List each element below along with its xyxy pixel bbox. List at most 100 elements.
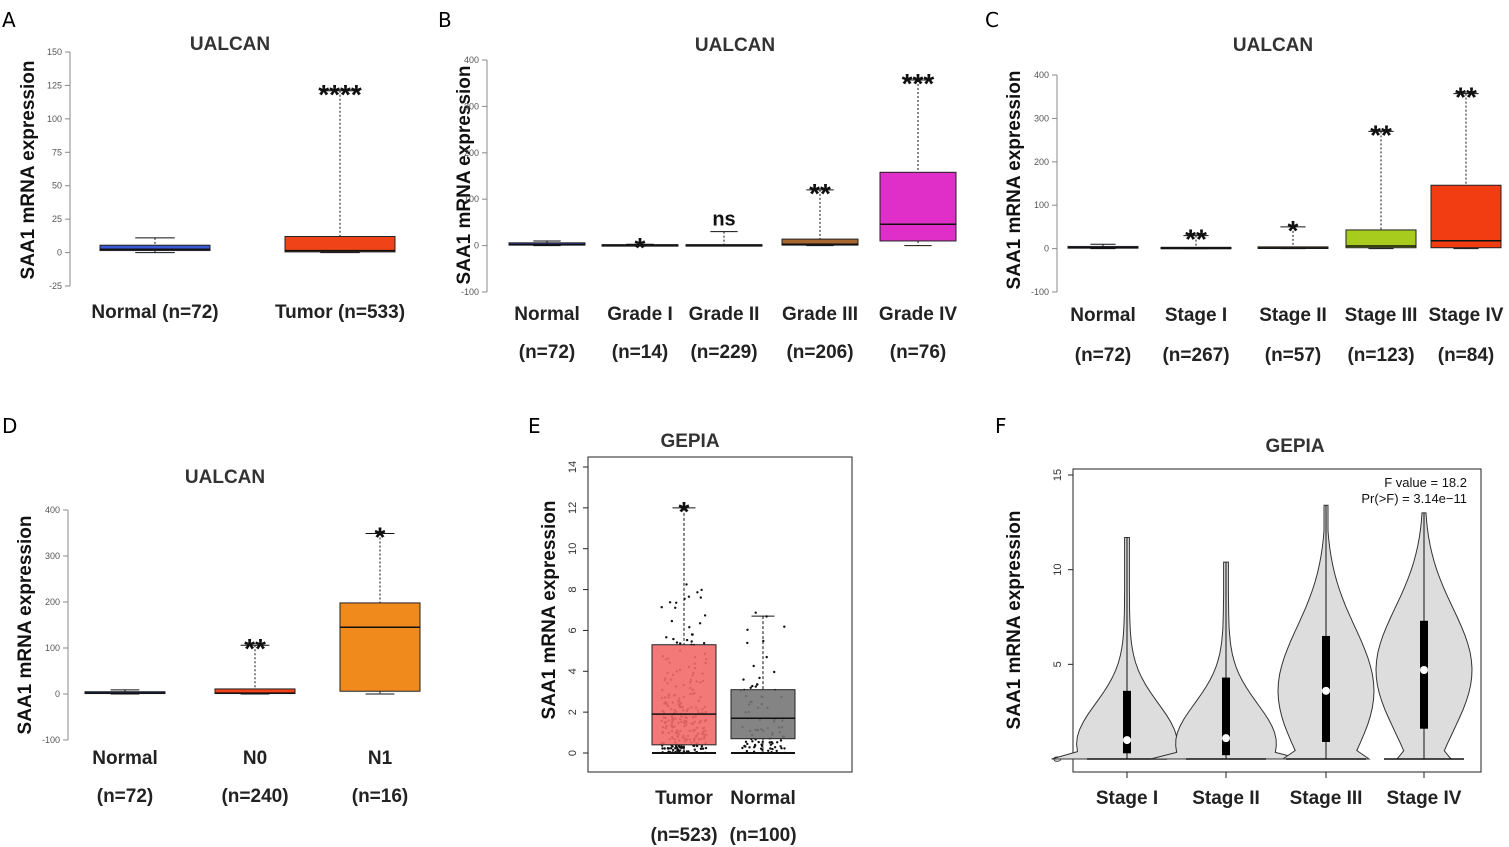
y-tick-label: 400 [45,505,60,515]
y-tick-label: 8 [567,587,579,593]
significance-marker: *** [902,68,935,99]
data-point [754,685,757,688]
data-point [688,626,691,629]
x-sample-count: (n=523) [650,825,717,846]
panel-label-f: F [995,414,1007,438]
y-axis-label: SAA1 mRNA expression [1004,71,1025,290]
significance-marker: ** [1455,82,1477,113]
y-tick-label: -100 [1031,287,1049,297]
f-value-annotation: F value = 18.2 [1384,475,1467,490]
data-point [675,641,679,644]
y-tick-label: 0 [57,248,62,258]
data-point [754,611,757,614]
data-point [682,746,685,750]
significance-marker: ** [1185,224,1207,255]
significance-marker: * [635,232,646,263]
p-value-annotation: Pr(>F) = 3.14e−11 [1361,491,1467,506]
chart-title: GEPIA [660,431,719,452]
data-point [765,655,768,659]
data-point [748,746,751,749]
data-point [761,748,764,752]
data-point [675,601,678,604]
data-point [776,741,779,744]
chart-title: GEPIA [1265,436,1324,457]
data-point [699,747,703,750]
y-tick-label: 200 [1034,157,1049,167]
data-point [753,743,757,747]
x-sample-count: (n=57) [1265,345,1322,366]
data-point [752,664,755,668]
x-category-label: Normal [1070,305,1135,326]
y-tick-label: 25 [52,214,62,224]
plot-frame [587,456,853,773]
x-category-label: Grade IV [879,304,957,325]
data-point [670,619,674,623]
panel-b-boxplot: UALCAN SAA1 mRNA expression -100 0 100 200 300… [454,35,957,363]
data-point [746,641,749,645]
data-point [761,740,764,744]
significance-marker: * [679,496,690,527]
panel-a-boxplot: UALCAN SAA1 mRNA expression -25 0 25 50 75 100 1… [18,34,405,323]
x-category-label: Stage IV [1429,305,1504,326]
x-sample-count: (n=84) [1438,345,1495,366]
significance-marker: * [1288,215,1299,246]
data-point [753,746,756,749]
x-sample-count: (n=240) [221,786,288,807]
data-point [679,642,682,645]
x-sample-count: (n=72) [97,786,154,807]
data-point [751,684,754,688]
y-tick-label: 100 [45,643,60,653]
data-point [699,596,702,599]
x-category-label: N1 [368,748,393,769]
data-point [773,670,776,674]
y-axis-label: SAA1 mRNA expression [454,66,475,285]
y-tick-label: 300 [1034,113,1049,123]
data-point [701,747,705,750]
violin-median-dot [1322,686,1330,695]
data-point [695,744,699,748]
y-tick-label: 200 [464,148,479,158]
significance-marker: ns [712,209,735,231]
box [781,238,859,246]
data-point [779,739,783,742]
panel-label-e: E [528,414,541,438]
data-point [669,747,673,750]
x-sample-count: (n=123) [1347,345,1414,366]
data-point [775,749,778,753]
data-point [702,642,706,645]
panel-label-b: B [438,8,452,32]
x-sample-count: (n=72) [519,342,576,363]
x-sample-count: (n=76) [890,342,947,363]
data-point [773,746,777,749]
box [1430,184,1502,249]
y-tick-label: 150 [47,47,62,57]
y-tick-label: 4 [567,668,579,674]
data-point [746,628,749,631]
x-sample-count: (n=14) [612,342,669,363]
y-tick-label: 300 [464,101,479,111]
data-point [693,748,696,751]
data-point [741,746,744,750]
y-tick-label: 100 [464,194,479,204]
y-tick-label: 15 [1052,469,1064,481]
plot-frame [1072,468,1482,773]
x-category-label: Normal [92,748,157,769]
x-category-label: Normal (n=72) [91,302,218,323]
y-tick-label: 50 [52,181,62,191]
violin-iqr-bar [1420,620,1428,729]
data-point [676,749,679,752]
x-category-label: Normal [514,304,579,325]
y-tick-label: 0 [1044,244,1049,254]
y-axis-label: SAA1 mRNA expression [539,501,560,720]
violin-median-dot [1123,736,1131,745]
y-tick-label: -100 [42,735,60,745]
data-point [665,636,668,639]
x-sample-count: (n=100) [729,825,796,846]
x-sample-count: (n=267) [1162,345,1229,366]
chart-title: UALCAN [190,34,270,55]
y-tick-label: 12 [567,502,579,514]
violin-iqr-bar [1123,690,1131,754]
data-point [661,747,664,750]
